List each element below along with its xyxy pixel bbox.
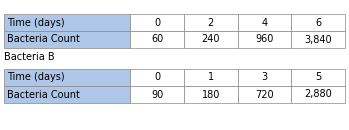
Text: 960: 960 bbox=[255, 34, 274, 44]
Bar bbox=[130, 31, 184, 48]
Bar bbox=[4, 86, 130, 103]
Text: 4: 4 bbox=[261, 18, 267, 28]
Text: Bacteria Count: Bacteria Count bbox=[7, 89, 80, 99]
Text: 90: 90 bbox=[151, 89, 163, 99]
Text: 3: 3 bbox=[261, 73, 267, 83]
Text: 240: 240 bbox=[201, 34, 220, 44]
Text: 6: 6 bbox=[315, 18, 321, 28]
Bar bbox=[4, 69, 130, 86]
Text: Time (days): Time (days) bbox=[7, 73, 65, 83]
Text: 2,880: 2,880 bbox=[304, 89, 332, 99]
Text: 0: 0 bbox=[154, 18, 160, 28]
Bar bbox=[238, 14, 291, 31]
Text: Bacteria Count: Bacteria Count bbox=[7, 34, 80, 44]
Text: 3,840: 3,840 bbox=[304, 34, 332, 44]
Bar bbox=[291, 31, 345, 48]
Text: Time (days): Time (days) bbox=[7, 18, 65, 28]
Bar bbox=[291, 86, 345, 103]
Bar bbox=[130, 14, 184, 31]
Bar bbox=[238, 31, 291, 48]
Bar bbox=[4, 14, 130, 31]
Text: 720: 720 bbox=[255, 89, 274, 99]
Bar bbox=[291, 14, 345, 31]
Text: 2: 2 bbox=[208, 18, 214, 28]
Bar bbox=[184, 31, 238, 48]
Text: Bacteria B: Bacteria B bbox=[4, 51, 55, 61]
Bar bbox=[4, 31, 130, 48]
Text: 0: 0 bbox=[154, 73, 160, 83]
Text: 1: 1 bbox=[208, 73, 214, 83]
Bar bbox=[130, 69, 184, 86]
Text: 5: 5 bbox=[315, 73, 321, 83]
Bar bbox=[291, 69, 345, 86]
Bar bbox=[238, 69, 291, 86]
Bar bbox=[130, 86, 184, 103]
Bar bbox=[238, 86, 291, 103]
Text: 60: 60 bbox=[151, 34, 163, 44]
Bar bbox=[184, 86, 238, 103]
Bar bbox=[184, 69, 238, 86]
Bar bbox=[184, 14, 238, 31]
Text: 180: 180 bbox=[201, 89, 220, 99]
